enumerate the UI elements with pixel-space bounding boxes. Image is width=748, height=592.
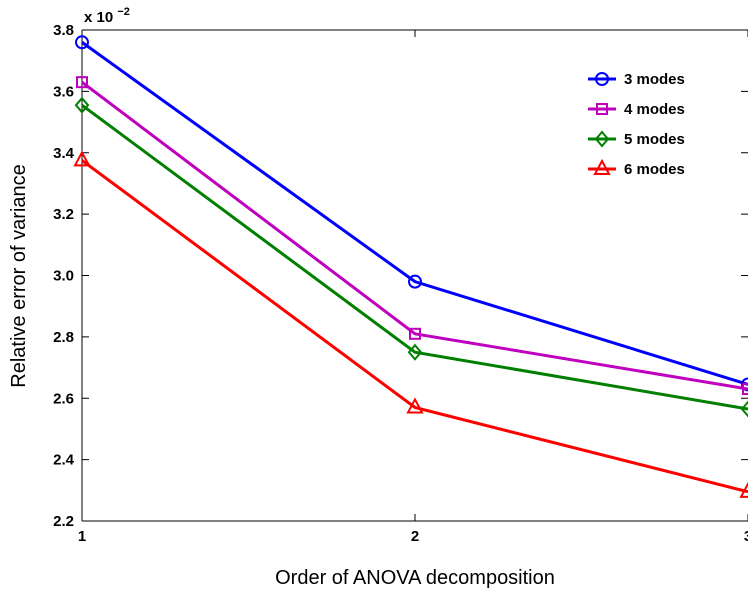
series-layer bbox=[73, 35, 748, 498]
y-multiplier-base: x 10 bbox=[84, 9, 113, 26]
y-tick-label: 3.4 bbox=[53, 145, 75, 162]
legend-label: 4 modes bbox=[624, 101, 685, 118]
y-axis-label: Relative error of variance bbox=[8, 164, 30, 387]
legend-label: 5 modes bbox=[624, 131, 685, 148]
data-point bbox=[406, 397, 424, 414]
series-2 bbox=[76, 76, 748, 396]
data-point bbox=[73, 150, 91, 167]
legend-item: 5 modes bbox=[588, 130, 685, 148]
y-tick-label: 3.2 bbox=[53, 206, 74, 223]
data-point bbox=[739, 481, 748, 498]
legend-item: 4 modes bbox=[588, 101, 685, 118]
y-multiplier-exponent: −2 bbox=[117, 6, 130, 18]
legend-marker bbox=[596, 103, 608, 115]
y-tick-label: 2.4 bbox=[53, 452, 75, 469]
data-point bbox=[742, 383, 748, 396]
data-point bbox=[409, 327, 421, 340]
legend-marker bbox=[593, 158, 611, 175]
series-line bbox=[81, 80, 748, 391]
data-point bbox=[407, 343, 423, 361]
y-tick-label: 2.2 bbox=[53, 513, 74, 530]
y-tick-label: 2.8 bbox=[53, 329, 74, 346]
legend-item: 6 modes bbox=[588, 158, 685, 178]
data-point bbox=[740, 400, 748, 418]
x-tick-label: 2 bbox=[411, 528, 419, 545]
data-point bbox=[74, 96, 90, 114]
y-tick-label: 3.8 bbox=[53, 22, 74, 39]
y-tick-label: 3.6 bbox=[53, 83, 74, 100]
data-point bbox=[75, 35, 89, 50]
ticks: 2.2 2.4 2.6 2.8 3.0 3.2 3.4 3.6 3.8 1 2 3 bbox=[53, 22, 748, 545]
series-4 bbox=[73, 150, 748, 498]
data-point bbox=[408, 274, 422, 289]
series-line bbox=[81, 41, 748, 386]
series-line bbox=[81, 159, 748, 494]
data-point bbox=[76, 76, 88, 89]
legend: 3 modes 4 modes 5 modes 6 modes bbox=[588, 71, 685, 178]
y-tick-label: 2.6 bbox=[53, 390, 74, 407]
x-tick-label: 3 bbox=[744, 528, 748, 545]
legend-marker bbox=[594, 130, 610, 148]
legend-item: 3 modes bbox=[588, 71, 685, 88]
y-multiplier: x 10 −2 bbox=[84, 6, 130, 26]
series-1 bbox=[75, 35, 748, 392]
legend-marker bbox=[595, 72, 609, 86]
legend-label: 6 modes bbox=[624, 161, 685, 178]
x-tick-label: 1 bbox=[78, 528, 86, 545]
legend-label: 3 modes bbox=[624, 71, 685, 88]
series-line bbox=[81, 103, 748, 411]
series-3 bbox=[74, 96, 748, 418]
y-tick-label: 3.0 bbox=[53, 268, 74, 285]
x-axis-label: Order of ANOVA decomposition bbox=[275, 567, 555, 589]
